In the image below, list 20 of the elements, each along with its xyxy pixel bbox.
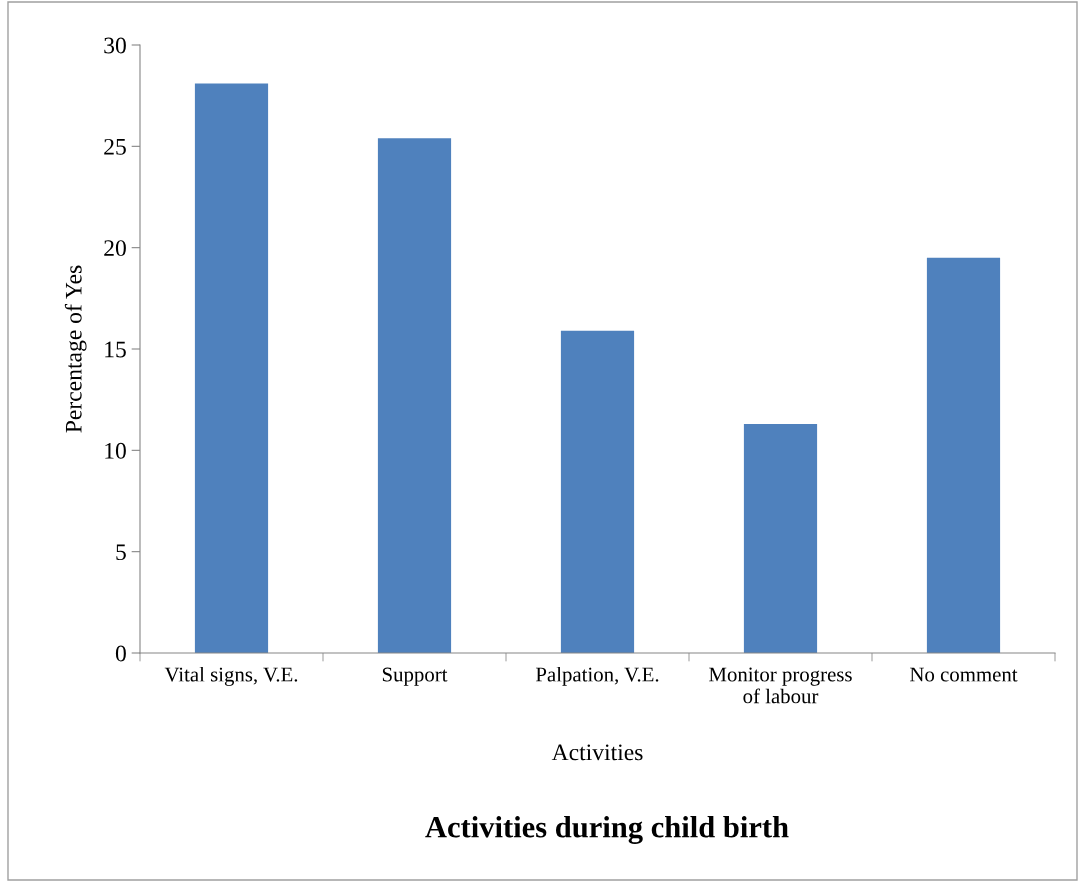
y-tick-label: 0 xyxy=(115,645,126,662)
bar xyxy=(194,83,269,653)
x-tick-label: Monitor progress of labour xyxy=(709,667,852,704)
y-tick-label: 10 xyxy=(105,442,126,459)
x-tick-label: Palpation, V.E. xyxy=(535,666,659,686)
bar xyxy=(926,257,1001,653)
y-tick-label: 25 xyxy=(104,138,126,155)
bar xyxy=(377,138,452,653)
y-tick-label: 20 xyxy=(104,240,126,257)
x-tick-label: Vital signs, V.E. xyxy=(164,666,298,686)
y-tick-label: 5 xyxy=(116,544,126,561)
bar xyxy=(560,330,635,653)
bar xyxy=(743,423,818,653)
text: Activities during child birth xyxy=(425,816,789,844)
y-tick-label: 30 xyxy=(104,37,126,54)
x-tick-label: No comment xyxy=(910,667,1018,682)
x-axis-title: Activities xyxy=(551,744,643,761)
y-tick-label: 15 xyxy=(105,341,126,358)
x-tick-label: Support xyxy=(382,667,448,686)
y-axis-title: Percentage of Yes xyxy=(64,265,87,433)
